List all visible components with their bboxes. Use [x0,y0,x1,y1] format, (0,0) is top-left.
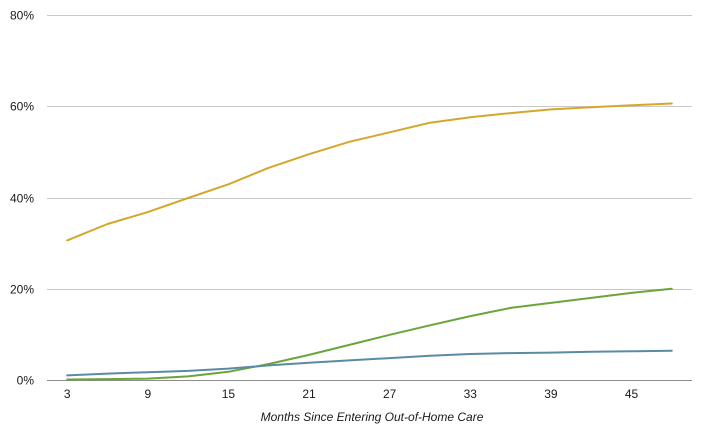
x-tick-label: 15 [222,387,236,401]
x-tick-label: 9 [144,387,151,401]
y-tick-label: 80% [10,9,34,23]
x-axis-ticks: 3 9 15 21 27 33 39 45 [64,387,639,401]
x-tick-label: 39 [544,387,558,401]
series-line-2 [66,287,673,381]
series-line-1 [66,102,673,242]
y-tick-label: 0% [17,374,35,388]
series-line-3 [66,349,673,377]
x-tick-label: 33 [464,387,478,401]
gridlines [47,15,692,381]
x-tick-label: 3 [64,387,71,401]
series-lines [66,102,673,381]
x-tick-label: 21 [302,387,316,401]
x-axis-title: Months Since Entering Out-of-Home Care [261,410,484,424]
y-tick-label: 60% [10,100,34,114]
y-tick-label: 20% [10,283,34,297]
y-axis-ticks: 0% 20% 40% 60% 80% [10,9,34,388]
x-tick-label: 27 [383,387,397,401]
x-tick-label: 45 [625,387,639,401]
y-tick-label: 40% [10,192,34,206]
